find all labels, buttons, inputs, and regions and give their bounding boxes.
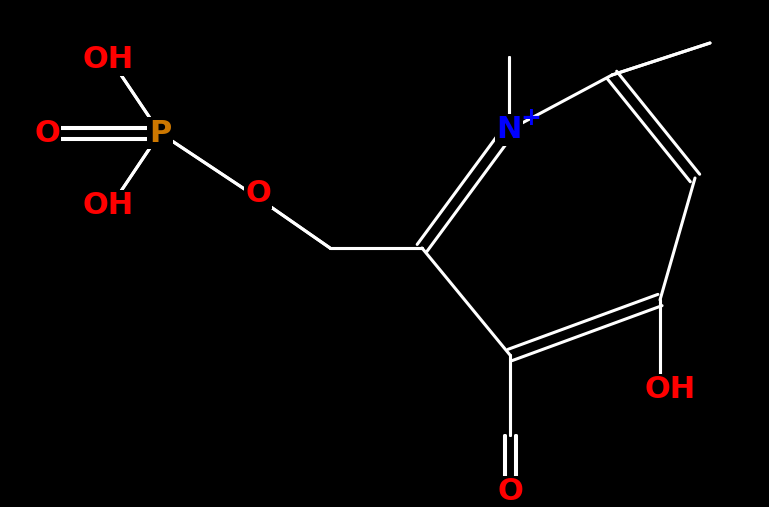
Text: +: + [521,106,541,130]
Text: OH: OH [644,376,696,405]
Text: N: N [496,116,521,144]
Text: P: P [149,119,171,148]
Text: OH: OH [82,46,134,75]
Text: O: O [497,478,523,506]
Text: OH: OH [82,192,134,221]
Text: O: O [245,178,271,207]
Text: O: O [34,119,60,148]
